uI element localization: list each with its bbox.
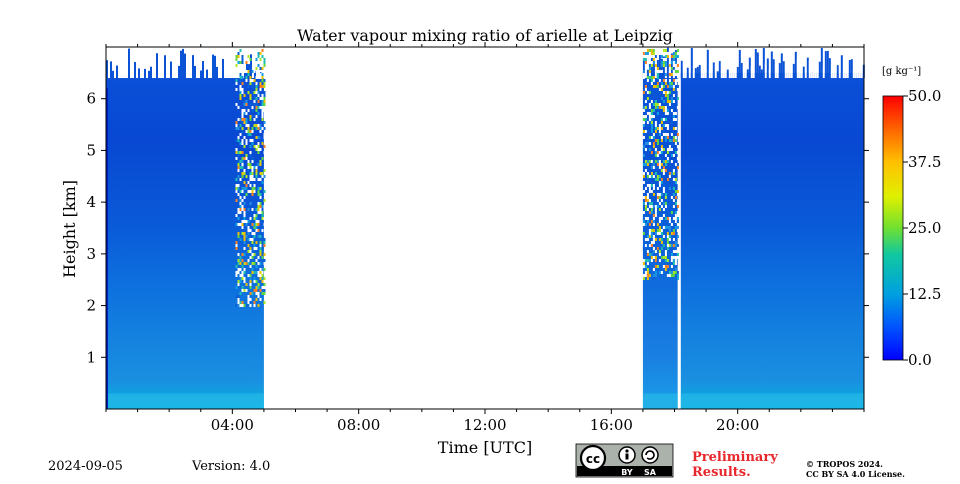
footer-version: Version: 4.0 [191, 459, 270, 474]
cc-icon [579, 444, 607, 472]
sa-share-icon [641, 446, 659, 464]
svg-text:BY: BY [621, 468, 633, 477]
x-tick-label: 16:00 [590, 416, 633, 434]
heatmap-block-3 [680, 72, 864, 409]
x-tick-label: 20:00 [716, 416, 759, 434]
x-tick-label: 08:00 [337, 416, 380, 434]
svg-text:SA: SA [644, 468, 657, 477]
y-tick-label: 5 [86, 141, 96, 159]
colorbar-unit-label: [g kg⁻¹] [882, 66, 921, 77]
left-edge-line [106, 88, 108, 409]
colorbar-tick-label: 50.0 [908, 87, 941, 105]
cc-license-badge: cc BY SA [575, 443, 674, 478]
surface-layer-1 [106, 393, 264, 409]
copyright-line1: © TROPOS 2024. [806, 459, 883, 469]
preliminary-label-line2: Results. [692, 465, 751, 480]
preliminary-label-line1: Preliminary [692, 450, 778, 465]
heatmap-noise-edge-2 [642, 49, 679, 280]
y-tick-label: 6 [86, 90, 96, 108]
surface-layer-2 [642, 393, 678, 409]
heatmap-noise-top-3 [680, 47, 865, 79]
x-tick-label: 04:00 [211, 416, 254, 434]
y-axis-label: Height [km] [60, 180, 79, 278]
y-tick-label: 4 [86, 193, 96, 211]
heatmap-noise-top-1 [106, 48, 264, 79]
colorbar: [g kg⁻¹] 0.0 12.5 25.0 37.5 50.0 [882, 66, 941, 369]
copyright-line2: CC BY SA 4.0 License. [806, 469, 905, 479]
x-axis-label: Time [UTC] [438, 438, 532, 457]
y-tick-label: 2 [86, 297, 96, 315]
colorbar-tick-label: 0.0 [908, 351, 932, 369]
y-tick-label: 1 [86, 348, 96, 366]
plot-area: 04:00 08:00 12:00 16:00 20:00 1 2 3 4 5 6 [86, 42, 869, 434]
colorbar-tick-label: 37.5 [908, 153, 941, 171]
footer-date: 2024-09-05 [48, 459, 123, 474]
x-tick-label: 12:00 [463, 416, 506, 434]
surface-layer-3 [680, 393, 864, 409]
heatmap-noise-edge-1 [235, 49, 266, 307]
svg-text:cc: cc [586, 452, 600, 466]
colorbar-gradient [882, 95, 904, 361]
colorbar-tick-label: 12.5 [908, 285, 941, 303]
colorbar-tick-label: 25.0 [908, 219, 941, 237]
chart-title: Water vapour mixing ratio of arielle at … [297, 26, 673, 45]
y-tick-label: 3 [86, 245, 96, 263]
